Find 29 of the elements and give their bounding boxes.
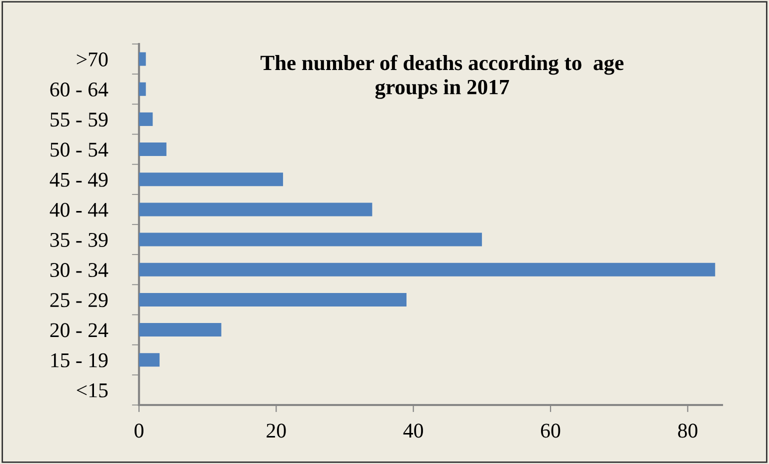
bar — [139, 262, 716, 276]
y-tick-label: 20 - 24 — [50, 323, 108, 338]
bar — [139, 353, 160, 367]
bar — [139, 323, 222, 337]
y-tick-label: 50 - 54 — [50, 142, 108, 157]
bar — [139, 112, 153, 126]
y-tick-label: >70 — [76, 52, 108, 66]
y-tick-label: 40 - 44 — [50, 202, 108, 217]
y-tick-label: 15 - 19 — [51, 353, 108, 368]
y-tick-label: 55 - 59 — [50, 112, 108, 127]
bar — [139, 172, 284, 186]
y-tick-label: 30 - 34 — [50, 263, 108, 278]
x-tick-label: 60 — [541, 424, 560, 438]
y-tick-label: 35 - 39 — [50, 232, 108, 247]
x-tick-label: 40 — [403, 424, 423, 438]
bar — [139, 52, 146, 66]
text: The number of deaths according to age groups in 2017 — [260, 54, 624, 99]
bar — [139, 202, 372, 216]
bar — [139, 292, 406, 306]
y-tick-label: 25 - 29 — [50, 293, 108, 308]
y-tick-label: 45 - 49 — [50, 172, 108, 187]
y-tick-label: 60 - 64 — [50, 82, 108, 97]
y-tick-label: <15 — [76, 383, 108, 398]
bar — [139, 232, 482, 246]
x-tick-label: 80 — [678, 424, 698, 438]
bar — [139, 142, 166, 156]
x-tick-label: 0 — [134, 424, 144, 438]
bar — [139, 82, 146, 96]
x-tick-label: 20 — [266, 424, 286, 438]
